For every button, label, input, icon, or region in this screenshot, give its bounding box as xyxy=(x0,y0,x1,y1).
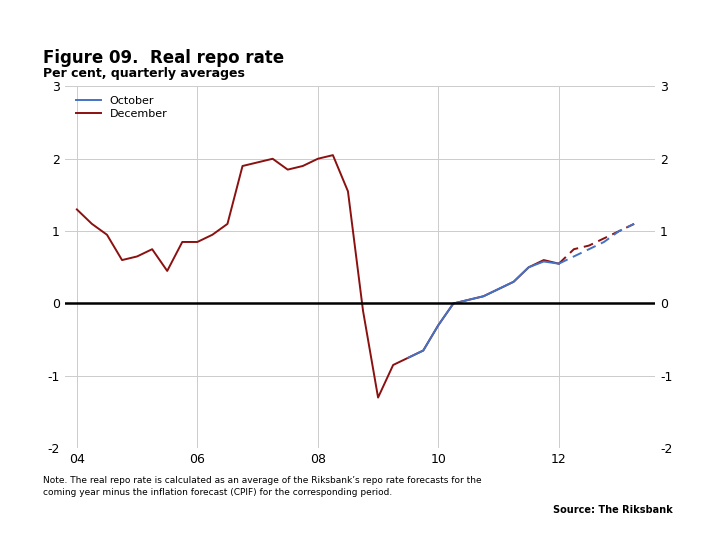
Text: Figure 09.  Real repo rate: Figure 09. Real repo rate xyxy=(43,49,284,66)
Legend: October, December: October, December xyxy=(76,96,167,119)
Text: Per cent, quarterly averages: Per cent, quarterly averages xyxy=(43,68,245,80)
Text: Note. The real repo rate is calculated as an average of the Riksbank’s repo rate: Note. The real repo rate is calculated a… xyxy=(43,476,482,497)
Text: Source: The Riksbank: Source: The Riksbank xyxy=(554,505,673,515)
Text: SVERIGES
RIKSBANK: SVERIGES RIKSBANK xyxy=(630,44,670,58)
